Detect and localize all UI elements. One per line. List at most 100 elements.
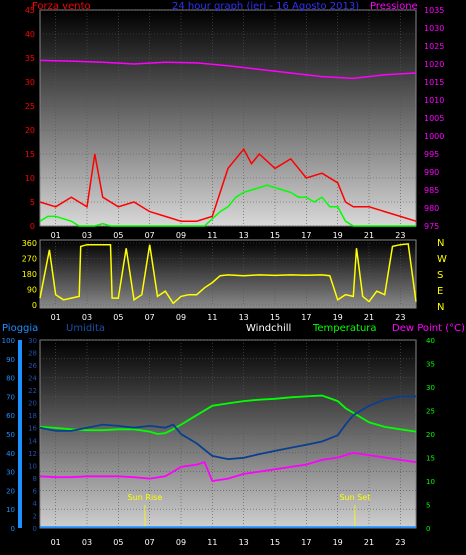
humidity-tick-label: 22 xyxy=(28,387,37,395)
compass-letter: N xyxy=(437,238,444,249)
pressure-tick-label: 1000 xyxy=(424,132,444,141)
x-tick-label: 15 xyxy=(270,538,280,547)
humidity-tick-label: 10 xyxy=(28,462,37,470)
series-wind xyxy=(39,147,417,222)
direction-tick-label: 180 xyxy=(22,270,37,279)
x-tick-label: 15 xyxy=(270,231,280,240)
panel2-x-ticks: 01 03 05 07 09 11 13 15 17 19 21 23 xyxy=(51,313,406,322)
x-tick-label: 05 xyxy=(113,231,123,240)
dewpoint-label: Dew Point (°C) xyxy=(392,323,465,334)
wind-tick-label: 45 xyxy=(25,6,35,15)
pressure-tick-label: 1010 xyxy=(424,96,444,105)
humidity-tick-label: 12 xyxy=(28,450,37,458)
windchill-label: Windchill xyxy=(246,323,291,334)
x-tick-label: 09 xyxy=(176,313,186,322)
series-wind_avg xyxy=(39,184,416,227)
pressure-tick-label: 1035 xyxy=(424,6,444,15)
rain-tick-label: 50 xyxy=(6,431,15,439)
wind-tick-label: 30 xyxy=(25,78,35,87)
temperature-tick-label: 25 xyxy=(426,408,435,416)
x-tick-label: 21 xyxy=(364,538,374,547)
series-dew-point xyxy=(39,451,417,482)
temperature-tick-label: 10 xyxy=(426,478,435,486)
temperature-tick-label: 0 xyxy=(426,525,430,533)
x-tick-label: 21 xyxy=(364,313,374,322)
series-direction xyxy=(39,243,417,305)
pressure-axis-label: Pressione xyxy=(370,1,418,12)
x-tick-label: 09 xyxy=(176,231,186,240)
x-tick-label: 15 xyxy=(270,313,280,322)
x-tick-label: 23 xyxy=(395,231,405,240)
pressure-tick-label: 1025 xyxy=(424,42,444,51)
direction-tick-label: 360 xyxy=(22,239,37,248)
temperature-ticks: 0 5 10 15 20 25 30 35 40 xyxy=(426,337,435,533)
temperature-label: Temperatura xyxy=(312,323,377,334)
x-tick-label: 05 xyxy=(113,538,123,547)
humidity-tick-label: 0 xyxy=(33,525,37,533)
humidity-tick-label: 24 xyxy=(28,375,37,383)
humidity-tick-label: 30 xyxy=(28,337,37,345)
humidity-tick-label: 6 xyxy=(33,487,38,495)
rain-ticks: 0 10 20 30 40 50 60 70 80 90 100 xyxy=(2,337,15,533)
panel-temperature xyxy=(39,339,417,529)
pressure-tick-label: 1015 xyxy=(424,78,444,87)
humidity-tick-label: 18 xyxy=(28,412,37,420)
x-tick-label: 03 xyxy=(82,538,92,547)
direction-tick-label: 0 xyxy=(32,301,37,310)
temperature-tick-label: 40 xyxy=(426,337,435,345)
wind-tick-label: 10 xyxy=(25,174,35,183)
x-tick-label: 17 xyxy=(301,313,311,322)
rain-tick-label: 30 xyxy=(6,469,15,477)
compass-letter: W xyxy=(437,254,447,265)
x-tick-label: 11 xyxy=(207,313,217,322)
rain-label: Pioggia xyxy=(2,323,38,334)
pressure-tick-label: 985 xyxy=(424,186,439,195)
humidity-tick-label: 2 xyxy=(33,512,37,520)
wind-tick-label: 35 xyxy=(25,54,35,63)
humidity-tick-label: 8 xyxy=(33,475,37,483)
x-tick-label: 13 xyxy=(239,313,249,322)
wind-tick-label: 25 xyxy=(25,102,35,111)
humidity-tick-label: 20 xyxy=(28,400,37,408)
x-tick-label: 19 xyxy=(333,538,343,547)
pressure-tick-label: 980 xyxy=(424,204,439,213)
x-tick-label: 13 xyxy=(239,231,249,240)
panel2-grid xyxy=(40,242,416,306)
sun-markers: Sun Rise Sun Set xyxy=(128,493,370,528)
x-tick-label: 19 xyxy=(333,313,343,322)
rain-tick-label: 70 xyxy=(6,393,15,401)
x-tick-label: 07 xyxy=(145,231,155,240)
humidity-tick-label: 16 xyxy=(28,425,37,433)
pressure-tick-label: 1005 xyxy=(424,114,444,123)
rain-tick-label: 90 xyxy=(6,356,15,364)
x-tick-label: 01 xyxy=(51,231,61,240)
x-tick-label: 21 xyxy=(364,231,374,240)
sunset-label: Sun Set xyxy=(339,493,370,502)
pressure-tick-label: 1020 xyxy=(424,60,444,69)
pressure-tick-label: 975 xyxy=(424,222,439,231)
panel2-series xyxy=(39,243,417,305)
rain-tick-label: 0 xyxy=(11,525,15,533)
direction-tick-label: 90 xyxy=(27,286,37,295)
panel1-grid xyxy=(40,9,416,227)
humidity-tick-label: 14 xyxy=(28,437,37,445)
rain-tick-label: 60 xyxy=(6,412,15,420)
humidity-tick-label: 28 xyxy=(28,350,37,358)
chart-title: 24 hour graph (ieri - 16 Agosto 2013) xyxy=(172,1,359,12)
wind-tick-label: 20 xyxy=(25,126,35,135)
series-temperatura xyxy=(39,394,417,435)
x-tick-label: 17 xyxy=(301,538,311,547)
temperature-tick-label: 15 xyxy=(426,455,435,463)
x-tick-label: 23 xyxy=(395,313,405,322)
sunrise-label: Sun Rise xyxy=(128,493,163,502)
compass-letter: E xyxy=(437,286,443,297)
x-tick-label: 03 xyxy=(82,231,92,240)
compass-letter: N xyxy=(437,302,444,313)
wind-tick-label: 5 xyxy=(30,198,35,207)
compass-letter: S xyxy=(437,270,443,281)
x-tick-label: 11 xyxy=(207,538,217,547)
humidity-label: Umidita xyxy=(66,323,105,334)
panel-wind-pressure xyxy=(39,9,417,227)
